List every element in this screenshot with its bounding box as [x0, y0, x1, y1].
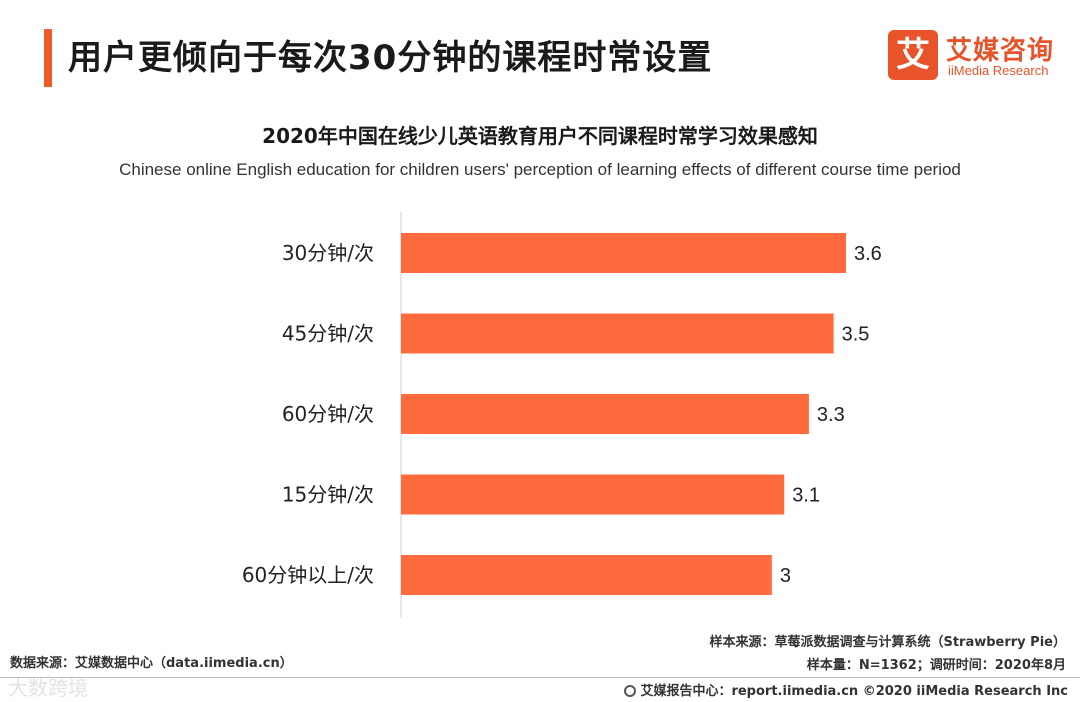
category-label: 45分钟/次	[282, 322, 374, 346]
sample-size-note: 样本量：N=1362；调研时间：2020年8月	[806, 658, 1066, 673]
chart-subtitle: Chinese online English education for chi…	[119, 160, 961, 179]
title-accent-bar	[44, 29, 52, 87]
category-label: 60分钟/次	[282, 402, 374, 426]
value-label: 3.1	[792, 485, 820, 507]
bar	[401, 233, 846, 273]
watermark: 大数跨境	[8, 676, 88, 700]
value-label: 3	[780, 565, 791, 587]
footer: 艾媒报告中心：report.iimedia.cn ©2020 iiMedia R…	[624, 680, 1068, 699]
value-label: 3.5	[842, 324, 870, 346]
globe-icon	[624, 685, 637, 697]
footer-divider	[0, 677, 1080, 678]
data-source-note: 数据来源：艾媒数据中心（data.iimedia.cn）	[10, 656, 293, 671]
logo-text-en: iiMedia Research	[948, 63, 1049, 78]
logo-text-cn: 艾媒咨询	[946, 36, 1055, 66]
bar	[401, 313, 834, 354]
category-label: 60分钟以上/次	[242, 563, 374, 587]
bar	[401, 394, 809, 434]
bar	[401, 474, 785, 515]
bar	[401, 555, 772, 595]
bar-chart: 30分钟/次 3.6 45分钟/次 3.5 60分钟/次 3.3 15分钟/次 3.1 60分钟…	[242, 212, 882, 618]
logo-mark-icon: 艾	[888, 30, 938, 80]
chart-title: 2020年中国在线少儿英语教育用户不同课程时常学习效果感知	[262, 124, 818, 148]
value-label: 3.3	[817, 404, 845, 426]
category-label: 30分钟/次	[282, 241, 374, 265]
page-title: 用户更倾向于每次30分钟的课程时常设置	[68, 38, 713, 78]
category-label: 15分钟/次	[282, 483, 374, 507]
sample-source-note: 样本来源：草莓派数据调查与计算系统（Strawberry Pie）	[709, 635, 1066, 650]
value-label: 3.6	[854, 243, 882, 265]
iimedia-logo: 艾 艾媒咨询 iiMedia Research	[888, 30, 1068, 84]
footer-text: 艾媒报告中心：report.iimedia.cn ©2020 iiMedia R…	[640, 684, 1068, 699]
